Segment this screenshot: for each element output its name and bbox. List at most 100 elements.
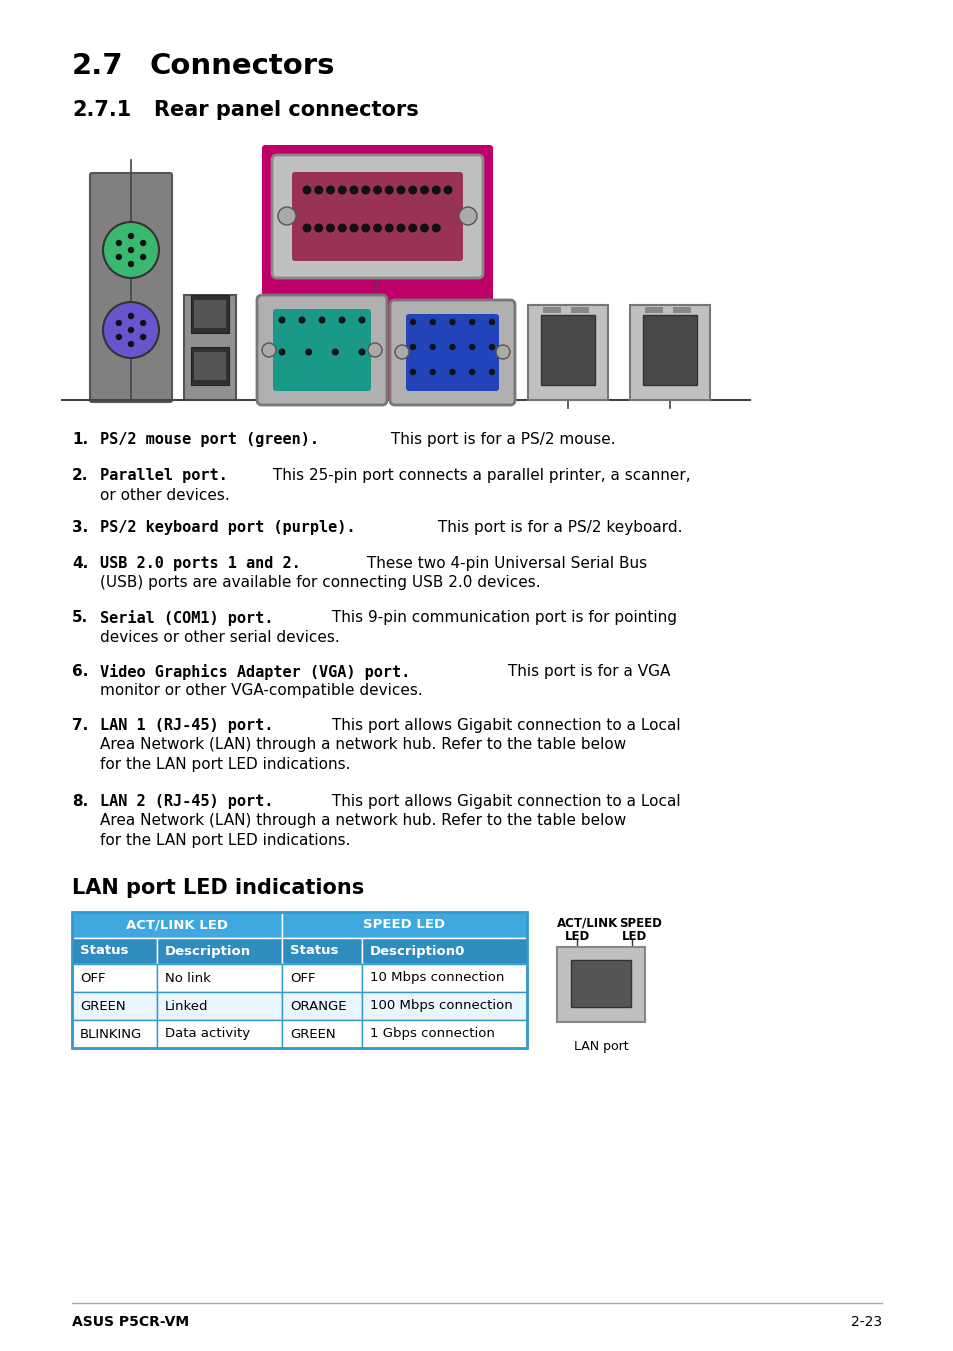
- Circle shape: [115, 254, 122, 261]
- Text: SPEED: SPEED: [618, 917, 661, 929]
- Text: Description0: Description0: [370, 944, 465, 958]
- Text: PS/2 mouse port (green).: PS/2 mouse port (green).: [100, 432, 318, 447]
- Text: ACT/LINK: ACT/LINK: [557, 917, 618, 929]
- Circle shape: [419, 185, 429, 195]
- Text: This port allows Gigabit connection to a Local: This port allows Gigabit connection to a…: [326, 717, 679, 734]
- Circle shape: [358, 316, 365, 323]
- FancyBboxPatch shape: [390, 300, 515, 405]
- Circle shape: [361, 223, 370, 232]
- Text: OFF: OFF: [290, 971, 315, 985]
- Circle shape: [432, 185, 440, 195]
- Circle shape: [115, 239, 122, 246]
- Circle shape: [410, 369, 416, 376]
- Circle shape: [419, 223, 429, 232]
- Text: Status: Status: [80, 944, 129, 958]
- Text: 7.: 7.: [71, 717, 89, 734]
- Circle shape: [128, 261, 134, 267]
- Circle shape: [302, 223, 312, 232]
- Text: GREEN: GREEN: [290, 1028, 335, 1040]
- Bar: [282, 912, 526, 938]
- Text: 4.: 4.: [71, 557, 89, 571]
- Text: Rear panel connectors: Rear panel connectors: [153, 100, 418, 120]
- Circle shape: [302, 185, 312, 195]
- FancyBboxPatch shape: [262, 145, 493, 323]
- Circle shape: [449, 369, 456, 376]
- Text: Video Graphics Adapter (VGA) port.: Video Graphics Adapter (VGA) port.: [100, 663, 410, 680]
- Circle shape: [429, 343, 436, 350]
- FancyBboxPatch shape: [273, 309, 371, 390]
- Circle shape: [443, 185, 452, 195]
- Text: ASUS P5CR-VM: ASUS P5CR-VM: [71, 1315, 189, 1329]
- Circle shape: [488, 319, 495, 326]
- Bar: [355, 320, 397, 400]
- Circle shape: [488, 369, 495, 376]
- Text: for the LAN port LED indications.: for the LAN port LED indications.: [100, 757, 350, 771]
- Text: This 25-pin port connects a parallel printer, a scanner,: This 25-pin port connects a parallel pri…: [268, 467, 690, 484]
- Circle shape: [338, 316, 345, 323]
- Text: 3.: 3.: [71, 520, 89, 535]
- Text: 5.: 5.: [71, 611, 89, 626]
- Circle shape: [103, 303, 159, 358]
- Circle shape: [410, 319, 416, 326]
- Text: Connectors: Connectors: [150, 51, 335, 80]
- Text: Data activity: Data activity: [165, 1028, 250, 1040]
- FancyBboxPatch shape: [629, 305, 709, 400]
- Circle shape: [361, 185, 370, 195]
- Circle shape: [373, 185, 381, 195]
- Circle shape: [469, 369, 475, 376]
- Circle shape: [314, 185, 323, 195]
- Circle shape: [103, 222, 159, 278]
- Bar: [157, 965, 282, 992]
- Bar: [361, 938, 526, 965]
- Circle shape: [496, 345, 510, 359]
- Circle shape: [396, 223, 405, 232]
- FancyBboxPatch shape: [292, 172, 462, 261]
- Circle shape: [305, 349, 312, 355]
- Text: GREEN: GREEN: [80, 1000, 126, 1012]
- Text: monitor or other VGA-compatible devices.: monitor or other VGA-compatible devices.: [100, 684, 422, 698]
- Circle shape: [278, 349, 285, 355]
- Bar: [361, 965, 526, 992]
- Circle shape: [469, 343, 475, 350]
- Bar: [71, 912, 282, 938]
- Circle shape: [326, 223, 335, 232]
- Bar: [191, 295, 229, 332]
- Text: Parallel port.: Parallel port.: [100, 467, 228, 484]
- Circle shape: [277, 207, 295, 226]
- Text: 2.7: 2.7: [71, 51, 124, 80]
- FancyBboxPatch shape: [184, 295, 235, 400]
- Text: This port is for a VGA: This port is for a VGA: [503, 663, 670, 680]
- Text: OFF: OFF: [80, 971, 106, 985]
- Text: No link: No link: [165, 971, 211, 985]
- Circle shape: [449, 343, 456, 350]
- Bar: [71, 992, 157, 1020]
- Circle shape: [314, 223, 323, 232]
- Text: Area Network (LAN) through a network hub. Refer to the table below: Area Network (LAN) through a network hub…: [100, 813, 625, 828]
- Circle shape: [332, 349, 338, 355]
- Circle shape: [396, 185, 405, 195]
- Circle shape: [429, 319, 436, 326]
- Text: Status: Status: [290, 944, 338, 958]
- Circle shape: [298, 316, 305, 323]
- Circle shape: [408, 185, 416, 195]
- FancyBboxPatch shape: [557, 947, 644, 1021]
- Bar: [644, 307, 662, 313]
- Bar: [571, 307, 588, 313]
- Bar: [540, 315, 595, 385]
- Circle shape: [128, 232, 134, 239]
- Bar: [71, 912, 526, 1048]
- Bar: [157, 938, 282, 965]
- Circle shape: [262, 343, 275, 357]
- Bar: [282, 992, 361, 1020]
- Text: 6.: 6.: [71, 663, 89, 680]
- Circle shape: [488, 343, 495, 350]
- Circle shape: [449, 319, 456, 326]
- Text: devices or other serial devices.: devices or other serial devices.: [100, 630, 339, 644]
- Circle shape: [337, 185, 346, 195]
- Circle shape: [140, 320, 146, 326]
- Text: or other devices.: or other devices.: [100, 488, 230, 503]
- Circle shape: [373, 223, 381, 232]
- Bar: [157, 992, 282, 1020]
- FancyBboxPatch shape: [256, 295, 387, 405]
- Bar: [282, 1020, 361, 1048]
